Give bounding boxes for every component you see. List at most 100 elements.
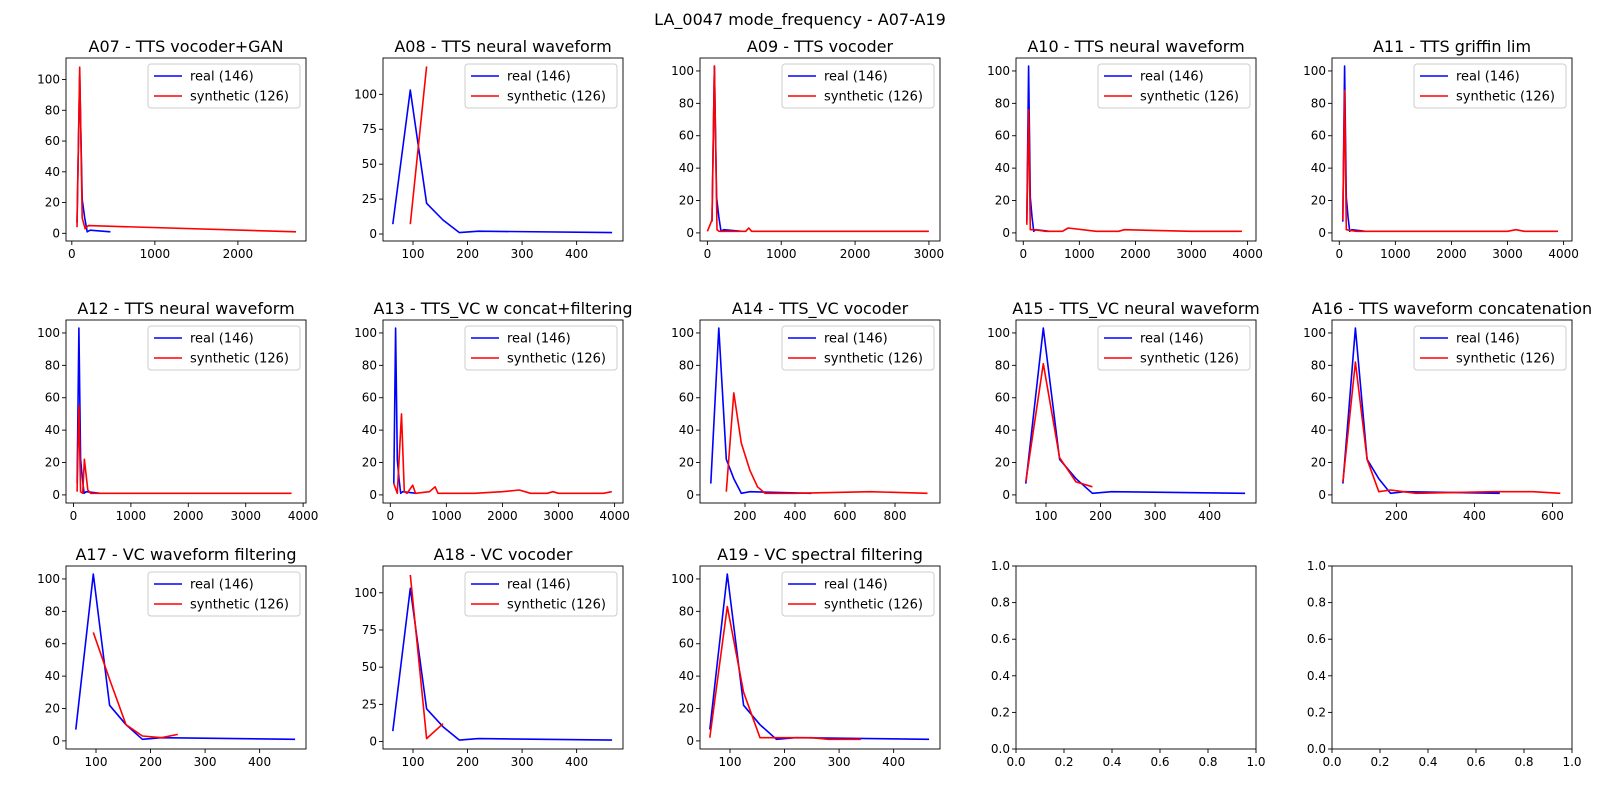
legend-label: real (146) — [1140, 332, 1204, 347]
y-tick-label: 0.8 — [1307, 596, 1326, 610]
y-tick-label: 20 — [995, 194, 1010, 208]
y-tick-label: 60 — [995, 391, 1010, 405]
legend-label: real (146) — [1140, 70, 1204, 85]
y-tick-label: 20 — [45, 456, 60, 470]
x-tick-label: 300 — [511, 755, 534, 769]
series-line-synthetic — [706, 65, 929, 233]
subplot-title: A09 - TTS vocoder — [747, 37, 894, 56]
x-tick-label: 300 — [1144, 509, 1167, 523]
legend-label: synthetic (126) — [190, 90, 289, 105]
y-tick-label: 20 — [1311, 456, 1326, 470]
x-tick-label: 0.4 — [1418, 755, 1437, 769]
x-tick-label: 2000 — [840, 247, 871, 261]
x-tick-label: 400 — [882, 755, 905, 769]
x-tick-label: 3000 — [1492, 247, 1523, 261]
y-tick-label: 60 — [679, 637, 694, 651]
y-tick-label: 100 — [354, 586, 377, 600]
x-tick-label: 1000 — [116, 509, 147, 523]
x-tick-label: 200 — [773, 755, 796, 769]
series-line-real — [76, 327, 101, 495]
legend-label: real (146) — [507, 332, 571, 347]
y-tick-label: 80 — [679, 358, 694, 372]
series-line-real — [392, 89, 613, 234]
series-line-synthetic — [409, 66, 428, 225]
x-tick-label: 1000 — [1380, 247, 1411, 261]
y-tick-label: 60 — [1311, 129, 1326, 143]
x-tick-label: 400 — [565, 247, 588, 261]
y-tick-label: 0 — [1002, 226, 1010, 240]
legend-label: real (146) — [824, 332, 888, 347]
y-tick-label: 0.6 — [1307, 632, 1326, 646]
legend: real (146) synthetic (126) — [464, 325, 618, 371]
legend: real (146) synthetic (126) — [1413, 63, 1567, 109]
legend-label: real (146) — [1456, 70, 1520, 85]
y-tick-label: 0 — [686, 734, 694, 748]
x-tick-label: 200 — [734, 509, 757, 523]
x-tick-label: 3000 — [914, 247, 945, 261]
subplot-title: A19 - VC spectral filtering — [717, 545, 923, 564]
axes-frame — [65, 57, 307, 242]
x-tick-label: 1.0 — [1246, 755, 1265, 769]
y-tick-label: 60 — [362, 391, 377, 405]
x-tick-label: 200 — [1089, 509, 1112, 523]
legend-box — [781, 325, 935, 371]
y-tick-label: 100 — [354, 87, 377, 101]
series-line-synthetic — [76, 66, 297, 233]
y-tick-label: 60 — [45, 134, 60, 148]
y-tick-label: 0 — [686, 226, 694, 240]
axes-frame — [699, 565, 941, 750]
x-tick-label: 100 — [402, 247, 425, 261]
legend-label: real (146) — [1456, 332, 1520, 347]
legend: real (146) synthetic (126) — [781, 325, 935, 371]
x-tick-label: 100 — [402, 755, 425, 769]
y-tick-label: 20 — [679, 702, 694, 716]
x-tick-label: 0.0 — [1322, 755, 1341, 769]
axes-frame — [1015, 319, 1257, 504]
legend: real (146) synthetic (126) — [781, 571, 935, 617]
legend-label: synthetic (126) — [1140, 90, 1239, 105]
axes-frame — [699, 319, 941, 504]
legend-label: synthetic (126) — [190, 598, 289, 613]
y-tick-label: 25 — [362, 192, 377, 206]
legend-label: synthetic (126) — [824, 598, 923, 613]
subplot-title: A15 - TTS_VC neural waveform — [1012, 299, 1259, 319]
y-tick-label: 20 — [362, 456, 377, 470]
x-tick-label: 300 — [511, 247, 534, 261]
series-line-real — [1025, 327, 1246, 495]
subplot-13: A19 - VC spectral filtering 100 200 300 400 0… — [671, 545, 941, 769]
y-tick-label: 60 — [45, 637, 60, 651]
x-tick-label: 0 — [68, 247, 76, 261]
legend-box — [781, 571, 935, 617]
legend-box — [1413, 325, 1567, 371]
y-tick-label: 75 — [362, 122, 377, 136]
axes-frame — [65, 565, 307, 750]
series-line-synthetic — [1342, 361, 1561, 495]
y-tick-label: 100 — [354, 326, 377, 340]
y-tick-label: 60 — [679, 129, 694, 143]
series-line-synthetic — [92, 632, 178, 739]
legend: real (146) synthetic (126) — [464, 63, 618, 109]
x-tick-label: 0.4 — [1102, 755, 1121, 769]
subplot-title: A17 - VC waveform filtering — [75, 545, 296, 564]
x-tick-label: 300 — [828, 755, 851, 769]
y-tick-label: 0 — [369, 227, 377, 241]
y-tick-label: 0 — [1318, 226, 1326, 240]
y-tick-label: 80 — [679, 604, 694, 618]
legend-label: synthetic (126) — [1456, 90, 1555, 105]
y-tick-label: 40 — [362, 423, 377, 437]
y-tick-label: 100 — [987, 64, 1010, 78]
legend: real (146) synthetic (126) — [781, 63, 935, 109]
y-tick-label: 100 — [1303, 64, 1326, 78]
legend-label: real (146) — [190, 578, 254, 593]
y-tick-label: 0.2 — [991, 705, 1010, 719]
y-tick-label: 80 — [995, 358, 1010, 372]
legend-label: synthetic (126) — [507, 598, 606, 613]
subplot-title: A18 - VC vocoder — [434, 545, 573, 564]
subplot-8: A14 - TTS_VC vocoder 200 400 600 800 0 20 40 60 8… — [671, 299, 941, 523]
legend-label: synthetic (126) — [507, 90, 606, 105]
y-tick-label: 25 — [362, 697, 377, 711]
y-tick-label: 60 — [1311, 391, 1326, 405]
axes-frame — [65, 319, 307, 504]
